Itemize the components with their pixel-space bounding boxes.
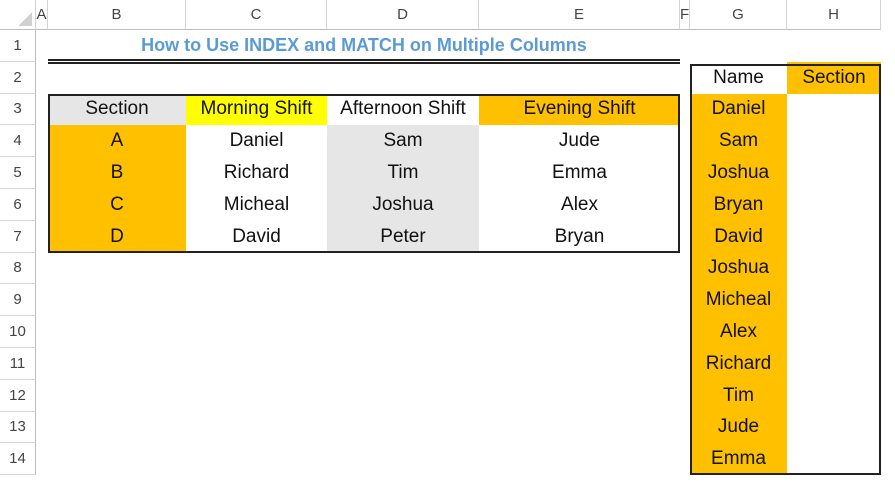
row-header-14[interactable]: 14: [0, 443, 36, 476]
column-header-B[interactable]: B: [48, 0, 186, 30]
row-header-6[interactable]: 6: [0, 189, 36, 221]
table-header-1[interactable]: Morning Shift: [186, 93, 327, 126]
column-header-D[interactable]: D: [327, 0, 479, 30]
row-header-11[interactable]: 11: [0, 348, 36, 380]
column-header-G[interactable]: G: [690, 0, 787, 30]
lookup-name-cell[interactable]: David: [690, 220, 787, 253]
row-header-4[interactable]: 4: [0, 125, 36, 158]
lookup-name-cell[interactable]: Joshua: [690, 252, 787, 285]
table-header-3[interactable]: Evening Shift: [479, 93, 680, 126]
row-header-12[interactable]: 12: [0, 379, 36, 412]
lookup-name-cell[interactable]: Sam: [690, 125, 787, 158]
lookup-name-cell[interactable]: Alex: [690, 316, 787, 348]
row-header-9[interactable]: 9: [0, 284, 36, 317]
lookup-table-border: [690, 63, 881, 476]
row-header-2[interactable]: 2: [0, 61, 36, 94]
select-all-icon: [18, 12, 32, 26]
table-header-0[interactable]: Section: [48, 93, 186, 126]
table-cell[interactable]: Joshua: [327, 189, 479, 221]
table-cell[interactable]: Sam: [327, 125, 479, 158]
title-double-underline: [48, 58, 680, 64]
table-cell[interactable]: Daniel: [229, 130, 284, 152]
row-header-3[interactable]: 3: [0, 93, 36, 126]
column-header-E[interactable]: E: [479, 0, 680, 30]
column-header-F[interactable]: F: [680, 0, 690, 30]
table-cell[interactable]: Emma: [552, 162, 607, 184]
table-cell[interactable]: Bryan: [554, 225, 605, 247]
table-cell[interactable]: D: [48, 220, 186, 253]
table-cell[interactable]: Alex: [561, 193, 598, 215]
table-cell[interactable]: B: [48, 157, 186, 189]
row-header-8[interactable]: 8: [0, 252, 36, 285]
column-header-C[interactable]: C: [186, 0, 327, 30]
table-cell[interactable]: A: [48, 125, 186, 158]
column-header-H[interactable]: H: [787, 0, 881, 30]
row-header-7[interactable]: 7: [0, 220, 36, 253]
table-header-2[interactable]: Afternoon Shift: [340, 98, 466, 120]
table-cell[interactable]: David: [232, 225, 281, 247]
lookup-name-cell[interactable]: Bryan: [690, 189, 787, 221]
lookup-header-name[interactable]: Name: [713, 66, 764, 88]
lookup-name-cell[interactable]: Micheal: [690, 284, 787, 317]
lookup-header-section[interactable]: Section: [787, 61, 881, 94]
table-cell[interactable]: Richard: [223, 162, 290, 184]
title-cell[interactable]: How to Use INDEX and MATCH on Multiple C…: [141, 35, 587, 56]
table-cell[interactable]: Peter: [327, 220, 479, 253]
table-cell[interactable]: Micheal: [223, 193, 290, 215]
main-table-border: [48, 93, 680, 253]
lookup-name-cell[interactable]: Joshua: [690, 157, 787, 189]
lookup-name-cell[interactable]: Emma: [690, 443, 787, 476]
lookup-name-cell[interactable]: Jude: [690, 411, 787, 444]
lookup-name-cell[interactable]: Richard: [690, 348, 787, 380]
table-cell[interactable]: Tim: [327, 157, 479, 189]
table-cell[interactable]: Jude: [558, 130, 601, 152]
row-header-10[interactable]: 10: [0, 316, 36, 348]
lookup-name-cell[interactable]: Daniel: [690, 93, 787, 126]
table-cell[interactable]: C: [48, 189, 186, 221]
row-header-5[interactable]: 5: [0, 157, 36, 189]
row-header-13[interactable]: 13: [0, 411, 36, 444]
lookup-name-cell[interactable]: Tim: [690, 379, 787, 412]
row-header-1[interactable]: 1: [0, 30, 36, 62]
column-header-A[interactable]: A: [36, 0, 48, 30]
